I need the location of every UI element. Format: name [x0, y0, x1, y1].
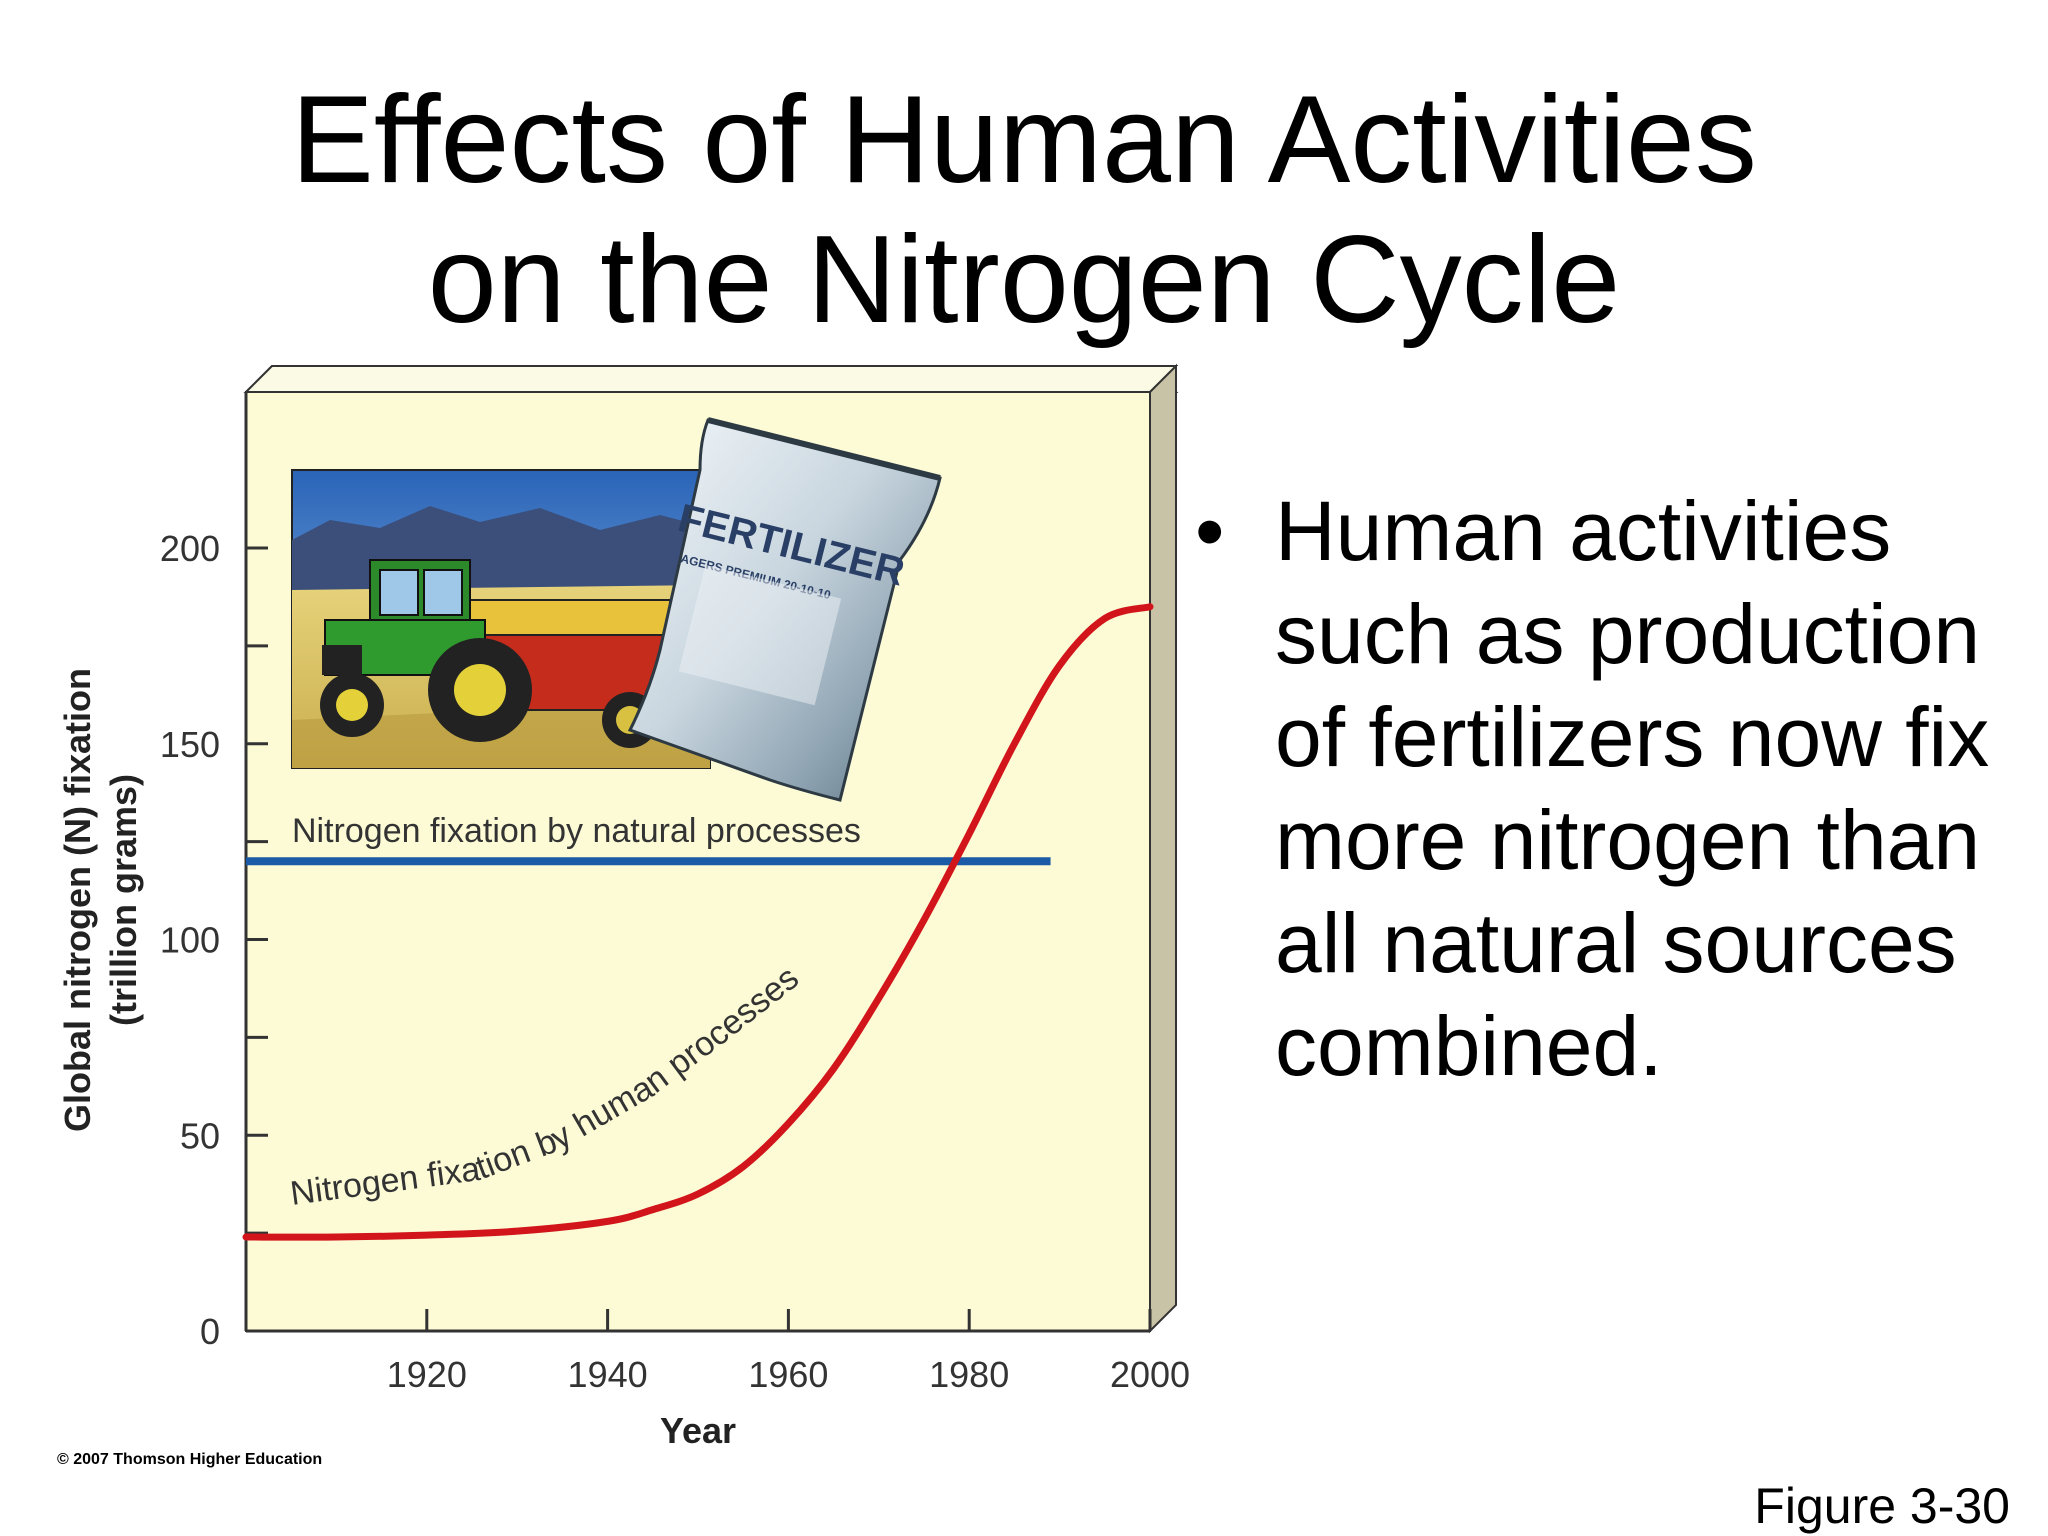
y-axis-title-line-1: Global nitrogen (N) fixation — [57, 668, 98, 1132]
panel-side-face — [1149, 363, 1177, 1334]
title-line-2: on the Nitrogen Cycle — [427, 211, 1621, 349]
copyright-notice: © 2007 Thomson Higher Education — [57, 1451, 323, 1468]
x-axis-title: Year — [660, 1410, 736, 1451]
y-tick-label-200: 200 — [160, 528, 220, 569]
x-tick-label-1960: 1960 — [748, 1354, 828, 1395]
figure-label: Figure 3-30 — [1754, 1478, 2010, 1534]
series-label-natural: Nitrogen fixation by natural processes — [292, 812, 861, 850]
bullet-text: Human activities such as production of f… — [1275, 484, 1990, 1093]
bullet-marker: • — [1195, 484, 1225, 578]
title-line-1: Effects of Human Activities — [291, 71, 1757, 209]
y-tick-label-0: 0 — [200, 1311, 220, 1352]
slide-title: Effects of Human Activities on the Nitro… — [0, 70, 2048, 350]
y-tick-label-50: 50 — [180, 1115, 220, 1156]
y-tick-label-150: 150 — [160, 724, 220, 765]
x-tick-label-1980: 1980 — [929, 1354, 1009, 1395]
y-tick-label-100: 100 — [160, 920, 220, 961]
x-tick-label-2000: 2000 — [1110, 1354, 1190, 1395]
panel-top-face-inner — [243, 365, 1179, 393]
fertilizer-bag-illustration: FERTILIZER AGERS PREMIUM 20-10-10 — [627, 417, 942, 802]
y-axis-title-line-2: (trillion grams) — [103, 774, 144, 1026]
x-tick-label-1920: 1920 — [387, 1354, 467, 1395]
series-line-human — [242, 603, 1154, 1241]
x-tick-label-1940: 1940 — [568, 1354, 648, 1395]
